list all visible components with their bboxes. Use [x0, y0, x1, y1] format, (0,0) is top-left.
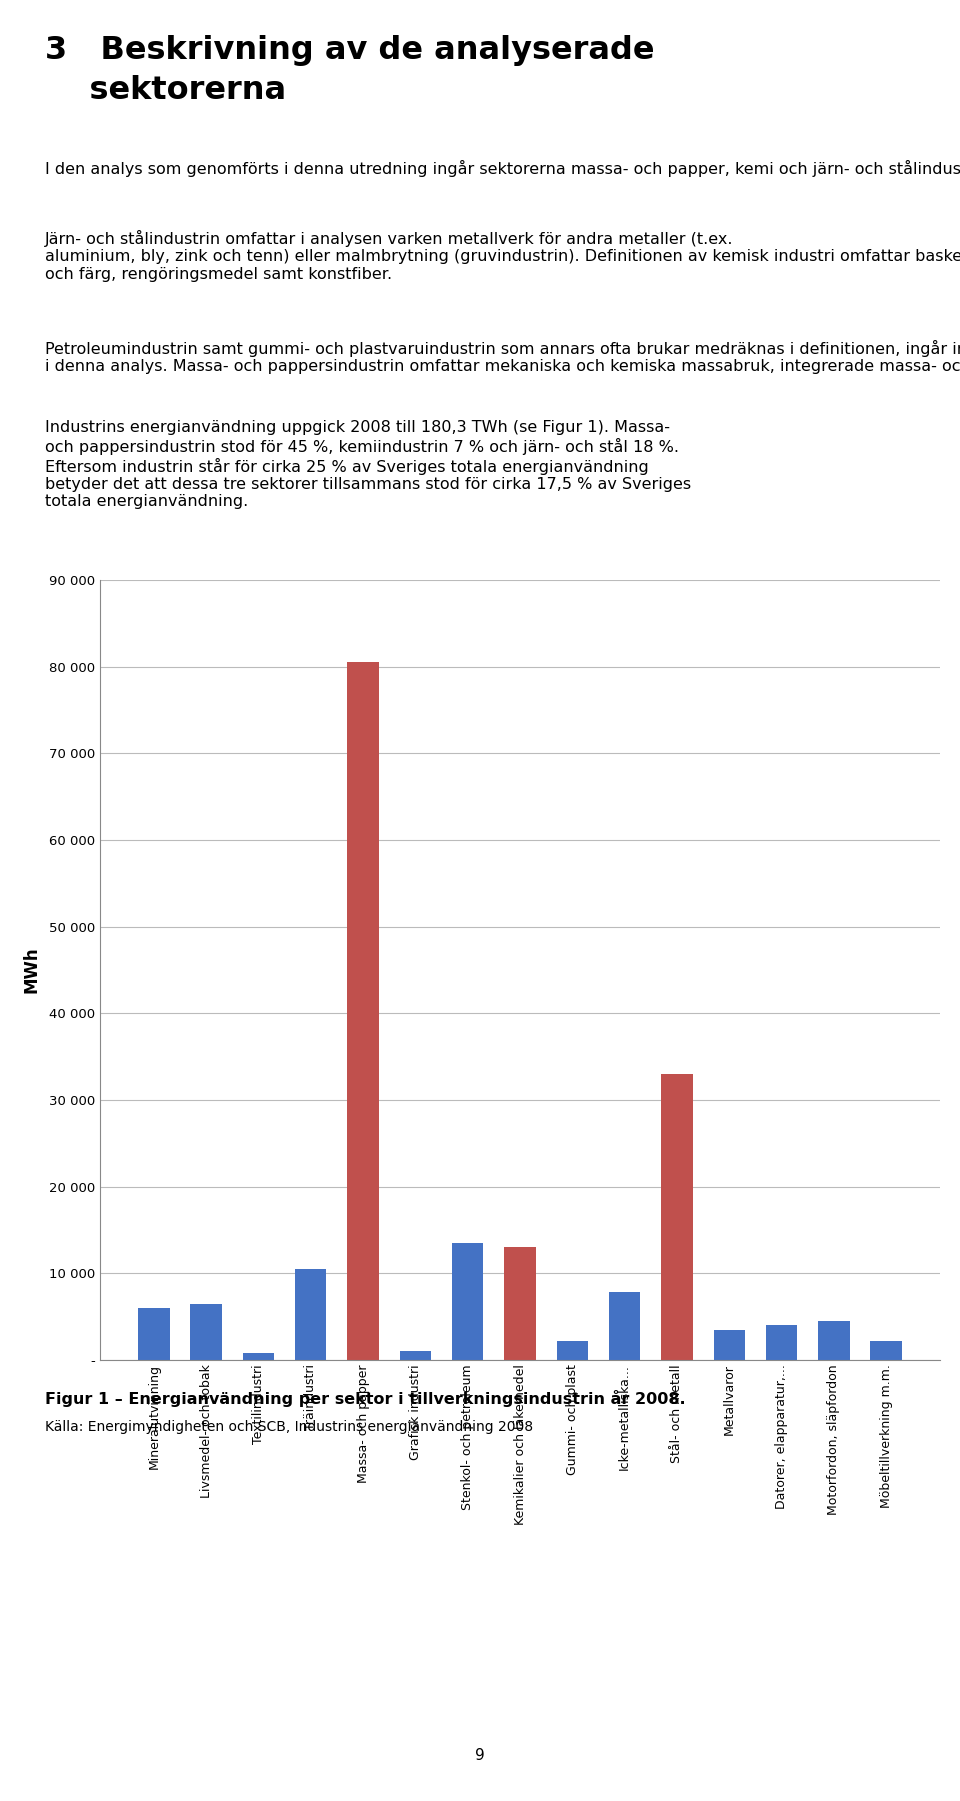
Y-axis label: MWh: MWh: [22, 947, 40, 994]
Bar: [871, 1342, 901, 1360]
Bar: [452, 1243, 484, 1360]
Text: Källa: Energimyndigheten och SCB, Industrins energianvändning 2008: Källa: Energimyndigheten och SCB, Indust…: [45, 1419, 533, 1434]
Text: Petroleumindustrin samt gummi- och plastvaruindustrin som annars ofta brukar med: Petroleumindustrin samt gummi- och plast…: [45, 340, 960, 375]
Bar: [713, 1329, 745, 1360]
Text: Figur 1 – Energianvändning per sektor i tillverkningsindustrin år 2008.: Figur 1 – Energianvändning per sektor i …: [45, 1390, 685, 1407]
Bar: [190, 1304, 222, 1360]
Bar: [818, 1320, 850, 1360]
Text: 9: 9: [475, 1749, 485, 1763]
Bar: [348, 663, 379, 1360]
Bar: [399, 1351, 431, 1360]
Text: Industrins energianvändning uppgick 2008 till 180,3 TWh (se Figur 1). Massa-
och: Industrins energianvändning uppgick 2008…: [45, 420, 691, 510]
Bar: [243, 1353, 275, 1360]
Text: 3   Beskrivning av de analyserade: 3 Beskrivning av de analyserade: [45, 34, 655, 67]
Text: Järn- och stålindustrin omfattar i analysen varken metallverk för andra metaller: Järn- och stålindustrin omfattar i analy…: [45, 231, 960, 281]
Bar: [661, 1073, 692, 1360]
Bar: [504, 1248, 536, 1360]
Bar: [295, 1270, 326, 1360]
Text: sektorerna: sektorerna: [45, 76, 286, 106]
Text: I den analys som genomförts i denna utredning ingår sektorerna massa- och papper: I den analys som genomförts i denna utre…: [45, 160, 960, 176]
Bar: [557, 1342, 588, 1360]
Bar: [766, 1326, 797, 1360]
Bar: [609, 1293, 640, 1360]
Bar: [138, 1308, 170, 1360]
